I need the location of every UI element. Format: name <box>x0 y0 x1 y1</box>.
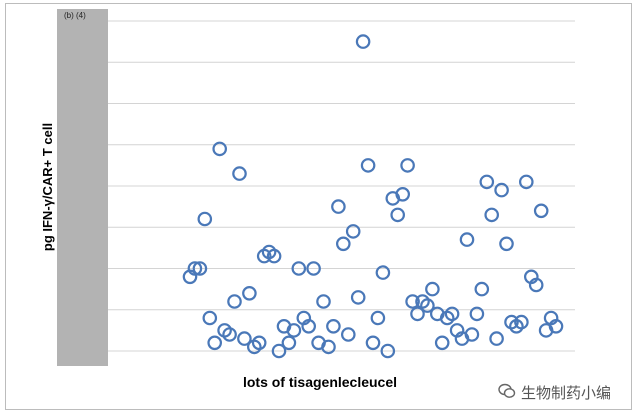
data-point <box>192 261 208 276</box>
data-point <box>227 294 242 309</box>
data-point <box>291 261 307 276</box>
data-point <box>207 335 222 351</box>
data-point <box>251 335 267 351</box>
data-point <box>444 306 460 322</box>
wechat-icon <box>498 383 516 403</box>
data-point <box>375 265 391 280</box>
data-point <box>533 203 549 219</box>
data-point <box>474 281 490 297</box>
data-point <box>271 343 287 359</box>
data-point <box>360 158 376 173</box>
data-point <box>202 310 218 326</box>
data-point <box>489 331 504 346</box>
data-point <box>425 281 440 297</box>
x-axis-label: lots of tisagenlecleucel <box>243 374 397 390</box>
watermark-text: 生物制药小编 <box>521 384 612 402</box>
data-point <box>518 174 534 190</box>
data-point <box>499 236 514 252</box>
panel-label: (b) (4) <box>64 11 86 20</box>
gridlines <box>108 20 575 352</box>
data-point <box>306 261 321 276</box>
data-point <box>212 141 227 157</box>
chart-frame <box>5 3 632 410</box>
data-point <box>548 318 564 334</box>
data-point <box>400 158 415 173</box>
data-points <box>182 34 564 359</box>
data-point <box>355 34 371 49</box>
data-point <box>395 187 410 202</box>
data-point <box>316 294 331 309</box>
data-point <box>365 335 381 351</box>
y-axis-label: pg IFN-γ/CAR+ T cell <box>40 123 55 251</box>
data-point <box>484 207 499 223</box>
data-point <box>326 318 341 334</box>
data-point <box>390 207 405 223</box>
data-point <box>281 335 297 351</box>
data-point <box>420 298 435 313</box>
data-point <box>464 327 480 342</box>
data-point <box>286 323 302 338</box>
data-point <box>410 306 425 322</box>
data-point <box>237 331 252 346</box>
data-point <box>479 174 495 190</box>
data-point <box>266 248 282 264</box>
data-point <box>528 277 544 293</box>
data-point <box>370 310 386 326</box>
data-point <box>335 236 351 252</box>
data-point <box>301 318 316 334</box>
data-point <box>514 314 529 330</box>
data-point <box>187 261 203 276</box>
data-point <box>345 224 361 239</box>
data-point <box>232 166 247 181</box>
data-point <box>242 285 257 301</box>
data-point <box>222 327 237 342</box>
data-point <box>331 199 346 214</box>
data-point <box>340 327 356 342</box>
data-point <box>459 232 475 247</box>
data-point <box>494 182 509 198</box>
data-point <box>321 339 336 355</box>
data-point <box>380 343 396 359</box>
data-point <box>469 306 485 322</box>
redaction-bar <box>57 9 108 366</box>
watermark: 生物制药小编 <box>498 382 611 403</box>
data-point <box>434 335 450 351</box>
data-point <box>405 294 420 309</box>
data-point <box>350 290 366 305</box>
data-point <box>197 211 213 227</box>
